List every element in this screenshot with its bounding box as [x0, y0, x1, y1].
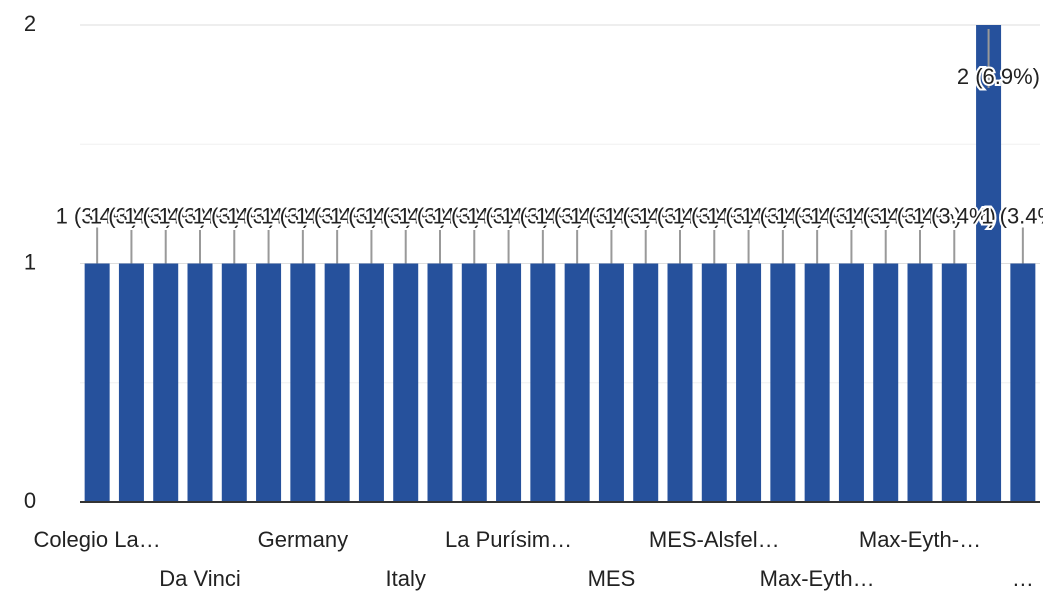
value-label: 1 (3.4%): [741, 203, 824, 228]
bar: [221, 263, 247, 502]
bar: [667, 263, 693, 502]
value-label: 1 (3.4%): [501, 203, 584, 228]
value-label: 1 (3.4%): [56, 203, 139, 228]
bar: [598, 263, 624, 502]
bar: [290, 263, 316, 502]
x-tick-label: Colegio La…: [34, 527, 161, 552]
bar: [324, 263, 350, 502]
value-label: 1 (3.4%): [158, 203, 241, 228]
y-tick-label: 2: [24, 11, 36, 36]
bar: [770, 263, 796, 502]
value-label: 1 (3.4%): [261, 203, 344, 228]
bar: [530, 263, 556, 502]
bar: [84, 263, 110, 502]
value-label: 1 (3.4%): [433, 203, 516, 228]
x-tick-label: MES-Alsfel…: [649, 527, 780, 552]
bar: [736, 263, 762, 502]
value-label: 1 (3.4%): [124, 203, 207, 228]
bar: [496, 263, 522, 502]
value-label: 1 (3.4%): [193, 203, 276, 228]
value-label: 1 (3.4%): [638, 203, 721, 228]
bar: [427, 263, 453, 502]
value-label: 1 (3.4%): [981, 203, 1043, 228]
value-label: 2 (6.9%): [957, 64, 1040, 89]
value-label: 1 (3.4%): [604, 203, 687, 228]
value-label: 1 (3.4%): [536, 203, 619, 228]
value-label: 1 (3.4%): [90, 203, 173, 228]
bar: [976, 25, 1002, 502]
x-tick-label: …: [1012, 566, 1034, 591]
x-tick-label: Italy: [386, 566, 426, 591]
value-label: 1 (3.4%): [878, 203, 961, 228]
value-label: 1 (3.4%): [330, 203, 413, 228]
bar: [564, 263, 590, 502]
x-tick-label: MES: [588, 566, 636, 591]
bar: [118, 263, 144, 502]
y-tick-label: 0: [24, 488, 36, 513]
value-label: 1 (3.4%): [707, 203, 790, 228]
bar: [941, 263, 967, 502]
bar: [256, 263, 282, 502]
bar: [838, 263, 864, 502]
bar: [701, 263, 727, 502]
bar: [461, 263, 487, 502]
bar: [153, 263, 179, 502]
bar: [873, 263, 899, 502]
value-label: 1 (3.4%): [296, 203, 379, 228]
value-label: 1 (3.4%): [398, 203, 481, 228]
x-tick-label: Max-Eyth-…: [859, 527, 981, 552]
value-label: 1 (3.4%): [844, 203, 927, 228]
bar: [804, 263, 830, 502]
value-label: 1 (3.4%): [227, 203, 310, 228]
value-label: 1 (3.4%): [364, 203, 447, 228]
x-tick-label: La Purísim…: [445, 527, 572, 552]
value-label: 1 (3.4%): [467, 203, 550, 228]
bar: [907, 263, 933, 502]
x-tick-label: Germany: [258, 527, 348, 552]
y-tick-label: 1: [24, 249, 36, 274]
bar: [393, 263, 419, 502]
value-labels: 1 (3.4%)1 (3.4%)1 (3.4%)1 (3.4%)1 (3.4%)…: [54, 62, 1043, 231]
bar: [633, 263, 659, 502]
value-label: 1 (3.4%): [673, 203, 756, 228]
value-label: 1 (3.4%): [810, 203, 893, 228]
bar: [1010, 263, 1036, 502]
value-label: 1 (3.4%): [570, 203, 653, 228]
bar: [187, 263, 213, 502]
value-label: 1 (3.4%): [776, 203, 859, 228]
x-tick-label: Da Vinci: [159, 566, 241, 591]
value-label: 1 (3.4%): [913, 203, 996, 228]
bar: [358, 263, 384, 502]
x-tick-label: Max-Eyth…: [760, 566, 875, 591]
